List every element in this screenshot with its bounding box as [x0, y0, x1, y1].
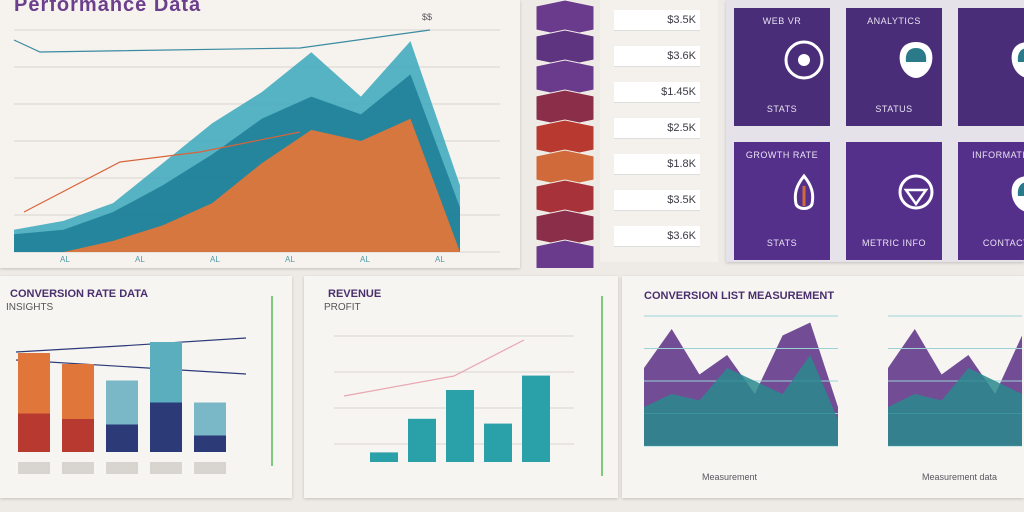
metric-tile[interactable]: GROWTH RATE STATS — [734, 142, 830, 260]
performance-panel: Performance Data $$ AL AL AL AL AL AL — [0, 0, 520, 268]
tile-caption-bottom: STATS — [766, 104, 798, 114]
metric-tile[interactable] — [958, 8, 1024, 126]
line-series — [15, 359, 247, 375]
category-chip — [106, 462, 138, 474]
x-tick-label: AL — [135, 255, 145, 264]
x-tick-label: AL — [60, 255, 70, 264]
bar-bottom — [18, 413, 50, 452]
performance-title: Performance Data — [14, 0, 202, 16]
measurement-title: CONVERSION LIST MEASUREMENT — [644, 290, 835, 302]
hex-column — [530, 0, 600, 268]
measurement-footer-left: Measurement — [702, 472, 758, 482]
hex-block — [535, 0, 595, 37]
value-list-panel: $3.5K $3.6K $1.45K $2.5K $1.8K $3.5K $3.6K — [600, 0, 718, 262]
top-line — [13, 29, 431, 53]
tile-caption-top: GROWTH RATE — [745, 150, 819, 160]
tile-caption-bottom: STATS — [766, 238, 798, 248]
revenue-panel: REVENUE PROFIT — [304, 276, 618, 498]
value-cell: $3.6K — [614, 226, 700, 247]
measurement-footer-right: Measurement data — [922, 472, 998, 482]
value-cell: $3.6K — [614, 46, 700, 67]
bar-bottom — [106, 424, 138, 452]
tile-caption-top: ANALYTICS — [867, 16, 921, 26]
revenue-title: REVENUE — [328, 288, 382, 300]
category-chip — [18, 462, 50, 474]
bar-bottom — [150, 402, 182, 452]
value-cell: $3.5K — [614, 190, 700, 211]
revenue-bar — [484, 423, 512, 462]
bar-top — [62, 364, 94, 419]
category-chip — [62, 462, 94, 474]
line-series — [15, 337, 247, 353]
metric-tile[interactable]: ANALYTICS STATUS — [846, 8, 942, 126]
bar-top — [150, 342, 182, 403]
value-cell: $1.8K — [614, 154, 700, 175]
value-cell: $3.5K — [614, 10, 700, 31]
area-fill — [644, 355, 838, 446]
bar-bottom — [194, 435, 226, 452]
x-tick-label: AL — [360, 255, 370, 264]
revenue-bar — [408, 418, 436, 462]
revenue-bar-chart — [334, 296, 603, 476]
x-tick-label: AL — [285, 255, 295, 264]
hex-block — [535, 119, 595, 157]
tile-caption-bottom: METRIC INFO — [862, 238, 926, 248]
hex-block — [535, 179, 595, 217]
tile-caption-bottom: CONTACT — [982, 238, 1024, 248]
hex-block — [535, 149, 595, 187]
tile-caption-top: WEB VR — [762, 16, 802, 26]
peak-label: $$ — [422, 12, 433, 22]
category-chip — [194, 462, 226, 474]
value-cell: $1.45K — [614, 82, 700, 103]
revenue-bar — [522, 375, 550, 462]
hex-block — [535, 29, 595, 67]
x-tick-label: AL — [435, 255, 445, 264]
revenue-bar — [370, 452, 398, 462]
conversion-panel: CONVERSION RATE DATA INSIGHTS — [0, 276, 292, 498]
hex-block — [535, 239, 595, 268]
bar-bottom — [62, 419, 94, 452]
metric-tile[interactable]: METRIC INFO — [846, 142, 942, 260]
bar-top — [18, 353, 50, 414]
hex-block — [535, 209, 595, 247]
value-cell: $2.5K — [614, 118, 700, 139]
trend-line — [343, 339, 525, 397]
bar-top — [106, 380, 138, 425]
conversion-bar-chart — [15, 296, 273, 474]
hex-block — [535, 89, 595, 127]
metric-tile[interactable]: WEB VR STATS — [734, 8, 830, 126]
hex-block — [535, 59, 595, 97]
tile-caption-top: INFORMATION — [972, 150, 1024, 160]
area-fill — [888, 368, 1022, 446]
revenue-subtitle: PROFIT — [324, 302, 361, 313]
bar-top — [194, 402, 226, 436]
measurement-area-chart — [644, 315, 1022, 447]
trend-line — [23, 131, 301, 213]
revenue-bar — [446, 390, 474, 462]
measurement-panel: CONVERSION LIST MEASUREMENT Measurement … — [622, 276, 1024, 498]
metric-tile[interactable]: INFORMATION CONTACT — [958, 142, 1024, 260]
tile-caption-bottom: STATUS — [875, 104, 913, 114]
conversion-title: CONVERSION RATE DATA — [10, 288, 149, 300]
x-tick-label: AL — [210, 255, 220, 264]
tiles-panel: WEB VR STATS ANALYTICS STATUS GROWTH RATE STA… — [726, 0, 1024, 262]
performance-area-chart: AL AL AL AL AL AL — [13, 29, 500, 264]
area-series-2 — [14, 118, 460, 252]
conversion-subtitle: INSIGHTS — [6, 302, 54, 313]
category-chip — [150, 462, 182, 474]
